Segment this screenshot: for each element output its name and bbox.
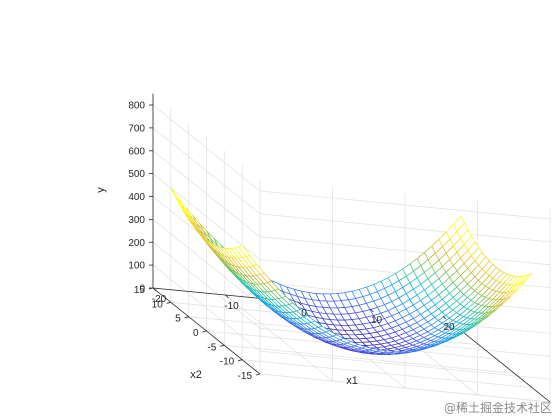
x2-axis-label: x2 xyxy=(190,369,202,381)
watermark: @稀土掘金技术社区 xyxy=(443,401,552,415)
mesh-cell xyxy=(238,244,250,257)
x2-tick-mark xyxy=(238,359,243,362)
surface-mesh xyxy=(170,187,533,355)
wall-grid-line xyxy=(152,219,261,306)
wall-grid-line xyxy=(152,104,261,192)
x1-tick-label: -20 xyxy=(152,294,167,305)
y-tick-label: 700 xyxy=(128,123,145,134)
axis-ticks: -20-1001020-15-10-5051015010020030040050… xyxy=(128,101,455,383)
x2-tick-label: -15 xyxy=(238,371,253,382)
x1-tick-mark xyxy=(442,315,447,320)
y-tick-label: 200 xyxy=(128,238,145,249)
x1-tick-mark xyxy=(225,294,229,299)
x2-tick-mark xyxy=(220,344,225,347)
y-tick-label: 0 xyxy=(139,284,145,295)
x2-tick-label: 15 xyxy=(134,285,146,296)
wall-grid-line xyxy=(152,150,261,238)
x2-tick-label: -10 xyxy=(220,357,235,368)
y-tick-label: 100 xyxy=(128,261,145,272)
y-tick-label: 400 xyxy=(128,192,145,203)
wall-grid-line xyxy=(152,264,261,352)
x2-tick-mark xyxy=(166,301,171,304)
floor-grid-line xyxy=(242,359,533,389)
x1-tick-label: -10 xyxy=(224,301,239,312)
x2-tick-mark xyxy=(184,316,189,319)
y-tick-label: 600 xyxy=(128,146,145,157)
wall-grid-line xyxy=(152,127,261,215)
wall-grid-line xyxy=(259,236,551,266)
wall-grid-line xyxy=(152,241,261,329)
y-tick-label: 800 xyxy=(128,101,145,112)
x1-tick-label: 20 xyxy=(443,322,455,333)
x2-tick-label: 5 xyxy=(175,314,181,325)
x2-tick-label: 10 xyxy=(152,299,164,310)
x1-tick-mark xyxy=(152,287,157,292)
y-axis-label: y xyxy=(95,187,107,193)
wall-grid-line xyxy=(259,190,551,220)
x1-tick-label: 10 xyxy=(371,315,383,326)
x2-tick-label: -5 xyxy=(207,342,216,353)
x1-tick-mark xyxy=(370,308,374,313)
floor-grid-line xyxy=(224,344,515,374)
x1-tick-mark xyxy=(297,301,302,306)
y-tick-label: 500 xyxy=(128,169,145,180)
mesh-cell xyxy=(521,272,533,284)
wall-grid-line xyxy=(259,213,551,243)
y-tick-label: 300 xyxy=(128,215,145,226)
x2-tick-mark xyxy=(202,330,207,333)
wall-grid-line xyxy=(259,350,551,380)
x2-tick-label: 0 xyxy=(193,328,199,339)
x1-tick-label: 0 xyxy=(301,308,307,319)
wall-grid-line xyxy=(259,373,551,403)
x1-axis-label: x1 xyxy=(346,375,358,387)
x2-tick-mark xyxy=(255,373,261,376)
